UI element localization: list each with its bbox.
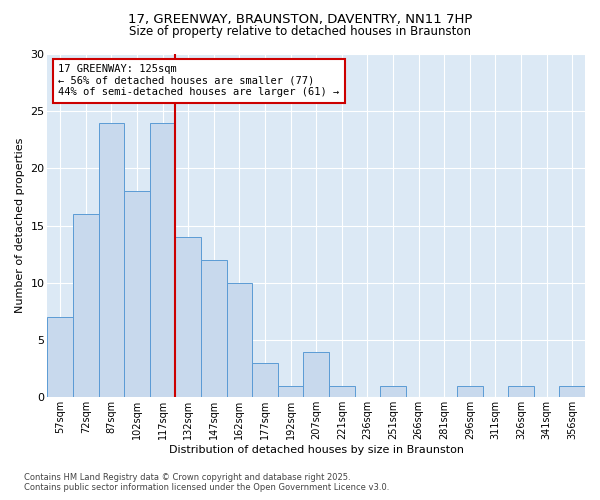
Bar bbox=[252, 363, 278, 398]
Text: 17 GREENWAY: 125sqm
← 56% of detached houses are smaller (77)
44% of semi-detach: 17 GREENWAY: 125sqm ← 56% of detached ho… bbox=[58, 64, 340, 98]
Bar bbox=[227, 283, 252, 398]
Y-axis label: Number of detached properties: Number of detached properties bbox=[15, 138, 25, 314]
Bar bbox=[98, 122, 124, 398]
Bar bbox=[73, 214, 98, 398]
Text: Contains HM Land Registry data © Crown copyright and database right 2025.
Contai: Contains HM Land Registry data © Crown c… bbox=[24, 473, 389, 492]
X-axis label: Distribution of detached houses by size in Braunston: Distribution of detached houses by size … bbox=[169, 445, 464, 455]
Text: 17, GREENWAY, BRAUNSTON, DAVENTRY, NN11 7HP: 17, GREENWAY, BRAUNSTON, DAVENTRY, NN11 … bbox=[128, 12, 472, 26]
Bar bbox=[380, 386, 406, 398]
Bar bbox=[124, 192, 150, 398]
Bar bbox=[201, 260, 227, 398]
Bar bbox=[150, 122, 175, 398]
Bar bbox=[278, 386, 304, 398]
Bar bbox=[457, 386, 482, 398]
Text: Size of property relative to detached houses in Braunston: Size of property relative to detached ho… bbox=[129, 25, 471, 38]
Bar bbox=[508, 386, 534, 398]
Bar bbox=[329, 386, 355, 398]
Bar bbox=[559, 386, 585, 398]
Bar bbox=[175, 237, 201, 398]
Bar bbox=[47, 317, 73, 398]
Bar bbox=[304, 352, 329, 398]
